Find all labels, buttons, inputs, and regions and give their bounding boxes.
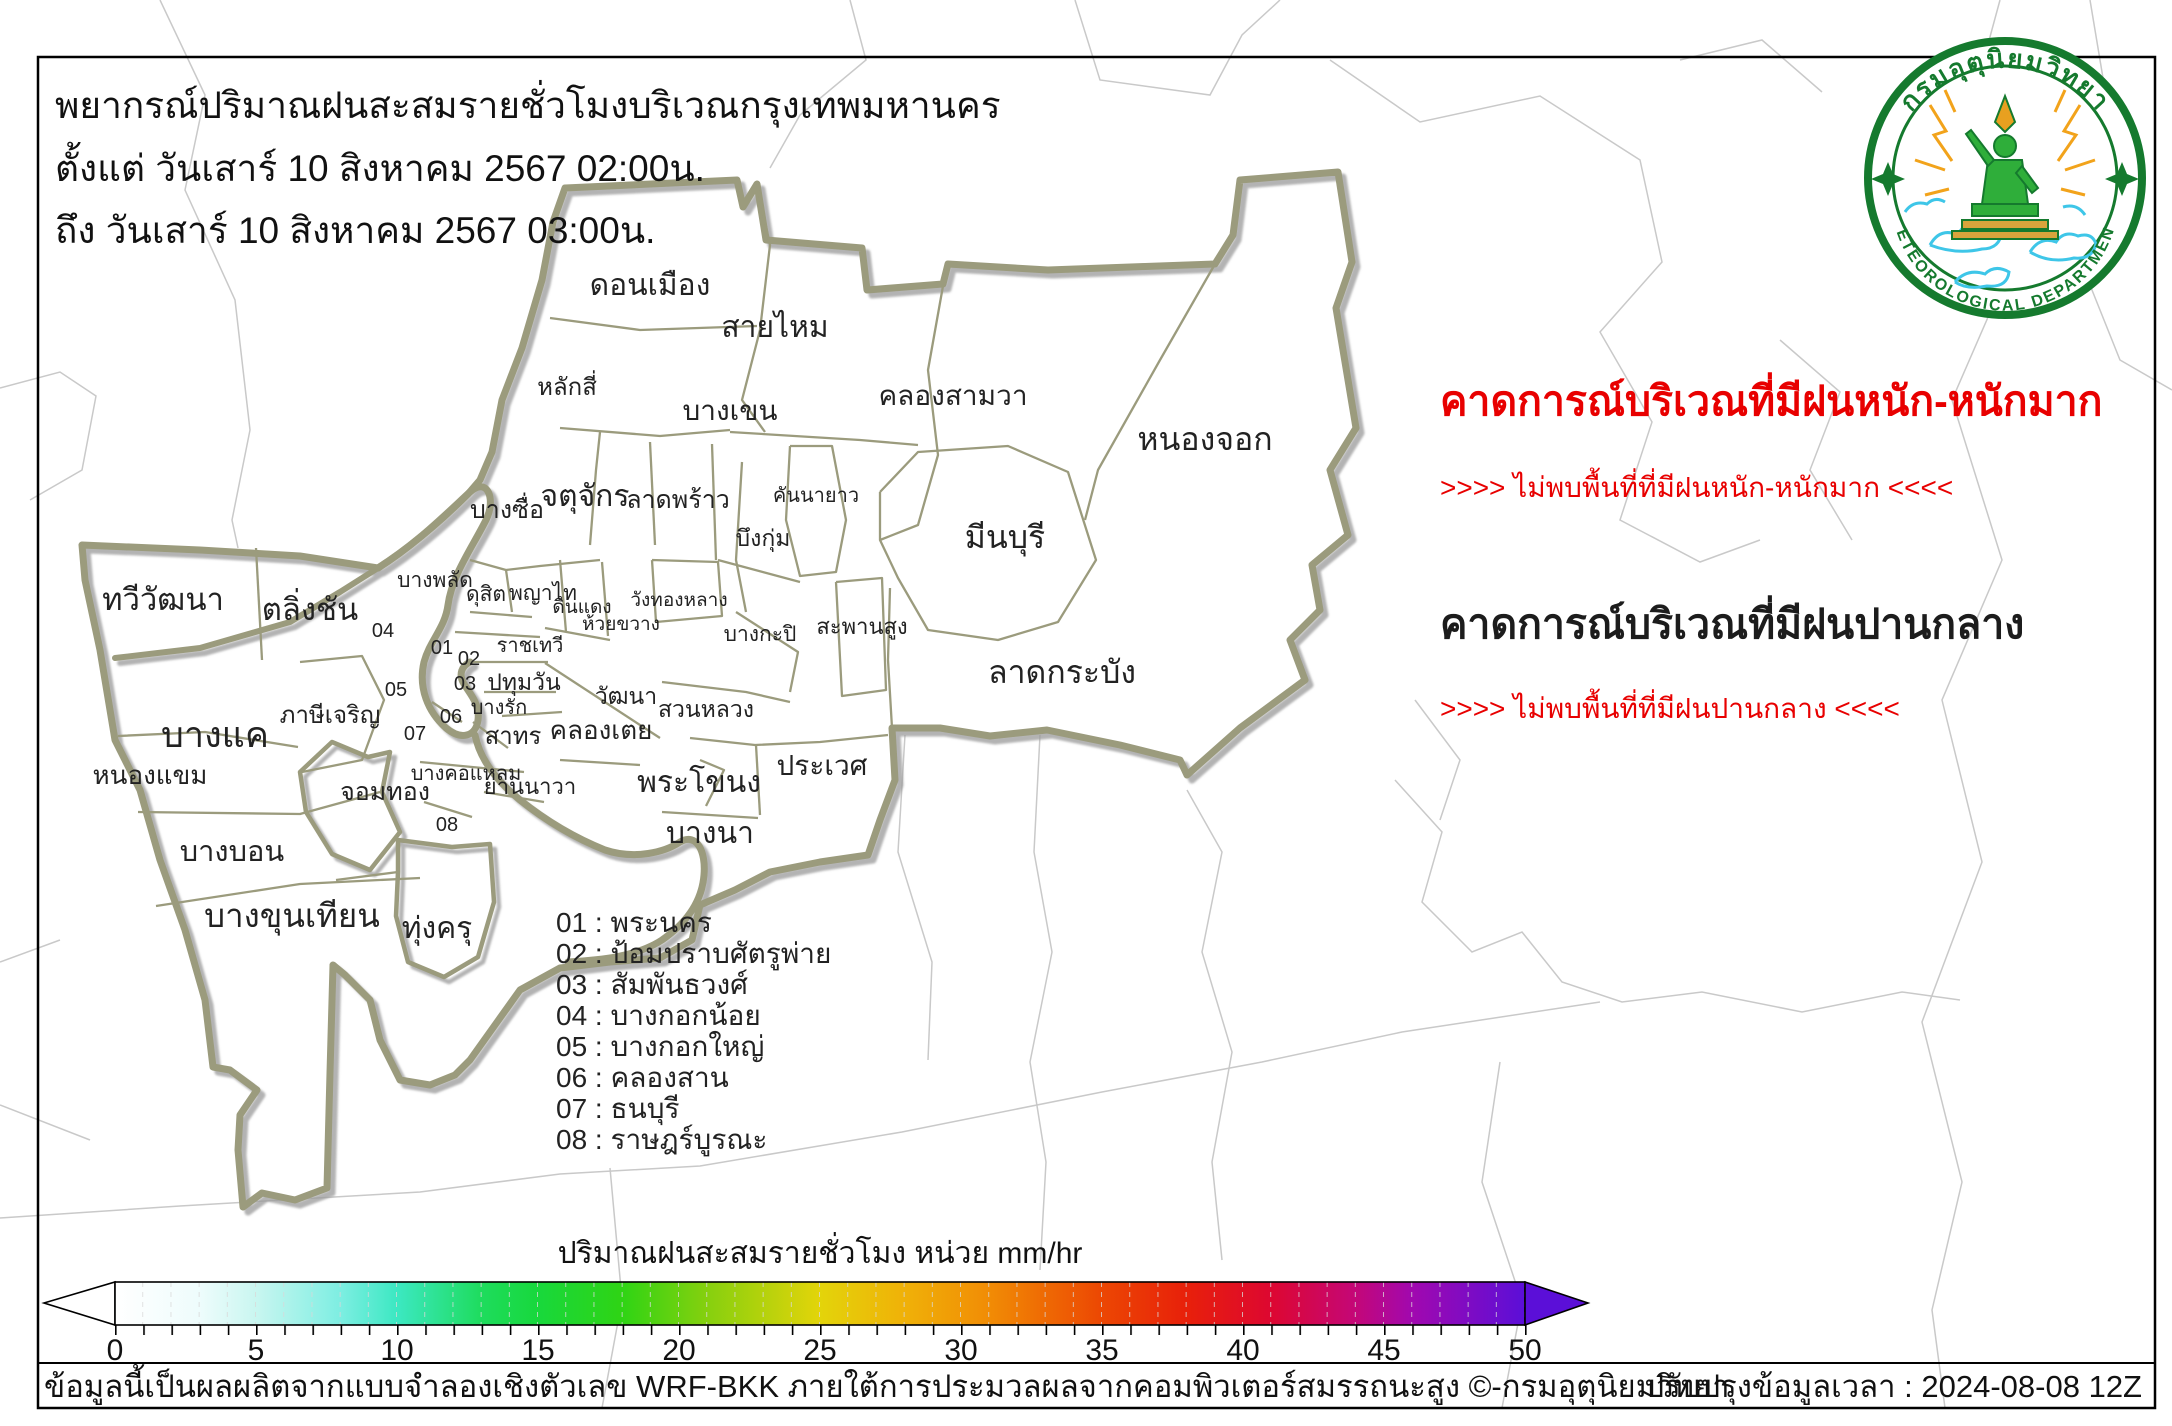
district-label-bang-phlat: บางพลัด [397,569,473,592]
district-label-pathum-wan: ปทุมวัน [487,669,561,696]
district-label-phaya-thai: พญาไท [509,581,577,605]
district-label-bang-kho-laem: บางคอแหลม [411,763,522,785]
logo-rays [1914,89,2096,197]
moderate-rain-heading: คาดการณ์บริเวณที่มีฝนปานกลาง [1440,595,2024,647]
district-label-07: 07 [404,723,426,745]
district-labels: ดอนเมือง สายไหม หลักสี่ บางเขน คลองสามวา… [93,269,1273,947]
district-label-05: 05 [385,679,407,701]
district-label-02: 02 [458,648,480,670]
legend-item-01: 01 : พระนคร [556,907,712,938]
district-label-prawet: ประเวศ [777,750,868,781]
district-label-phasi-charoen: ภาษีเจริญ [280,702,381,729]
district-label-ratchathewi: ราชเทวี [497,635,564,657]
district-label-taling-chan: ตลิ่งชัน [262,588,359,627]
district-lines [117,183,1216,908]
footer: ข้อมูลนี้เป็นผลผลิตจากแบบจำลองเชิงตัวเลข… [44,1364,2142,1406]
district-label-06: 06 [440,706,462,728]
legend-item-04: 04 : บางกอกน้อย [556,1000,761,1031]
district-label-sai-mai: สายไหม [721,309,828,344]
colorbar-right-arrow [1524,1280,1591,1327]
tick-5: 5 [248,1334,265,1367]
district-label-huai-khwang: ห้วยขวาง [582,614,660,635]
district-label-watthana: วัฒนา [595,683,657,709]
district-label-lat-phrao: ลาดพร้าว [626,486,730,514]
legend-item-06: 06 : คลองสาน [556,1062,729,1093]
district-label-bueng-kum: บึงกุ่ม [736,525,791,552]
title-block: พยากรณ์ปริมาณฝนสะสมรายชั่วโมงบริเวณกรุงเ… [55,79,1001,251]
title-to: ถึง วันเสาร์ 10 สิงหาคม 2567 03:00น. [55,210,655,251]
tick-40: 40 [1226,1334,1259,1367]
page-title: พยากรณ์ปริมาณฝนสะสมรายชั่วโมงบริเวณกรุงเ… [55,79,1001,128]
district-label-khlong-sam-wa: คลองสามวา [878,380,1027,411]
district-label-yan-nawa: ยานนาวา [484,774,576,799]
tick-20: 20 [662,1334,695,1367]
heavy-rain-result: >>>> ไม่พบพื้นที่ที่มีฝนหนัก-หนักมาก <<<… [1440,467,1953,503]
title-from: ตั้งแต่ วันเสาร์ 10 สิงหาคม 2567 02:00น. [55,141,705,189]
district-label-nong-khaem: หนองแขม [93,760,208,790]
district-label-chatuchak: จตุจักร [541,480,630,515]
district-label-chom-thong: จอมทอง [340,778,430,806]
tick-50: 50 [1508,1334,1541,1367]
district-label-thawi-watthana: ทวีวัฒนา [102,582,224,617]
moderate-rain-result: >>>> ไม่พบพื้นที่ที่มีฝนปานกลาง <<<< [1440,688,1900,724]
district-label-bang-khun-thian: บางขุนเทียน [204,897,380,936]
heavy-rain-heading: คาดการณ์บริเวณที่มีฝนหนัก-หนักมาก [1440,372,2103,424]
logo-deity [1951,93,2059,240]
district-label-din-daeng: ดินแดง [552,597,611,618]
district-label-nong-chok: หนองจอก [1137,421,1272,457]
legend-item-05: 05 : บางกอกใหญ่ [556,1030,764,1062]
colorbar-title: ปริมาณฝนสะสมรายชั่วโมง หน่วย mm/hr [558,1232,1083,1270]
district-label-01: 01 [431,637,453,659]
district-label-thung-khru: ทุ่งครุ [402,912,473,947]
tick-15: 15 [521,1334,554,1367]
colorbar: ปริมาณฝนสะสมรายชั่วโมง หน่วย mm/hr 0 5 1… [41,1232,1591,1367]
district-label-bang-sue: บางซื่อ [470,492,544,524]
district-label-khlong-toei: คลองเตย [550,715,653,745]
legend-item-07: 07 : ธนบุรี [556,1093,680,1126]
inner-district-legend: 01 : พระนคร 02 : ป้อมปราบศัตรูพ่าย 03 : … [556,907,831,1157]
colorbar-tick-labels: 0 5 10 15 20 25 30 35 40 45 50 [107,1334,1542,1367]
logo-stars [1871,162,2139,196]
tick-30: 30 [944,1334,977,1367]
district-label-dusit: ดุสิต [466,583,506,607]
district-label-suan-luang: สวนหลวง [658,696,754,722]
tick-0: 0 [107,1334,124,1367]
district-label-03: 03 [454,673,476,695]
legend-item-02: 02 : ป้อมปราบศัตรูพ่าย [556,938,831,971]
district-label-lat-krabang: ลาดกระบัง [988,654,1136,690]
district-label-bang-bon: บางบอน [180,836,285,868]
bkk-outer-boundary [78,168,1360,1211]
district-label-bang-rak: บางรัก [471,697,528,719]
district-label-04: 04 [372,620,394,642]
district-label-khan-na-yao: คันนายาว [773,485,859,507]
district-label-08: 08 [436,814,458,836]
district-label-wang-thonglang: วังทองหลาง [630,590,727,611]
district-label-lak-si: หลักสี่ [537,370,597,401]
legend-item-08: 08 : ราษฎร์บูรณะ [556,1124,767,1157]
footer-updated-time: ปรับปรุงข้อมูลเวลา : 2024-08-08 12Z [1644,1369,2142,1406]
chao-phraya-river [374,483,708,966]
tick-35: 35 [1085,1334,1118,1367]
district-label-bang-khae: บางแค [161,714,269,755]
district-label-phra-khanong: พระโขนง [637,764,761,799]
district-label-saphan-sung: สะพานสูง [816,614,907,640]
district-label-bang-kapi: บางกะปิ [724,623,797,646]
tick-25: 25 [803,1334,836,1367]
district-label-sathon: สาทร [485,723,542,750]
tick-45: 45 [1367,1334,1400,1367]
district-label-min-buri: มีนบุรี [965,519,1045,557]
district-label-don-mueang: ดอนเมือง [590,269,711,302]
legend-item-03: 03 : สัมพันธวงศ์ [556,969,748,1000]
colorbar-ticks [115,1325,1527,1335]
forecast-panel: คาดการณ์บริเวณที่มีฝนหนัก-หนักมาก >>>> ไ… [1440,372,2103,724]
colorbar-left-arrow [41,1280,116,1327]
district-label-bang-khen: บางเขน [682,395,777,426]
district-label-bang-na: บางนา [666,817,754,850]
map-frame [36,55,2157,1410]
colorbar-gridlines [114,1281,1526,1326]
tick-10: 10 [380,1334,413,1367]
footer-source-note: ข้อมูลนี้เป็นผลผลิตจากแบบจำลองเชิงตัวเลข… [44,1364,1730,1406]
